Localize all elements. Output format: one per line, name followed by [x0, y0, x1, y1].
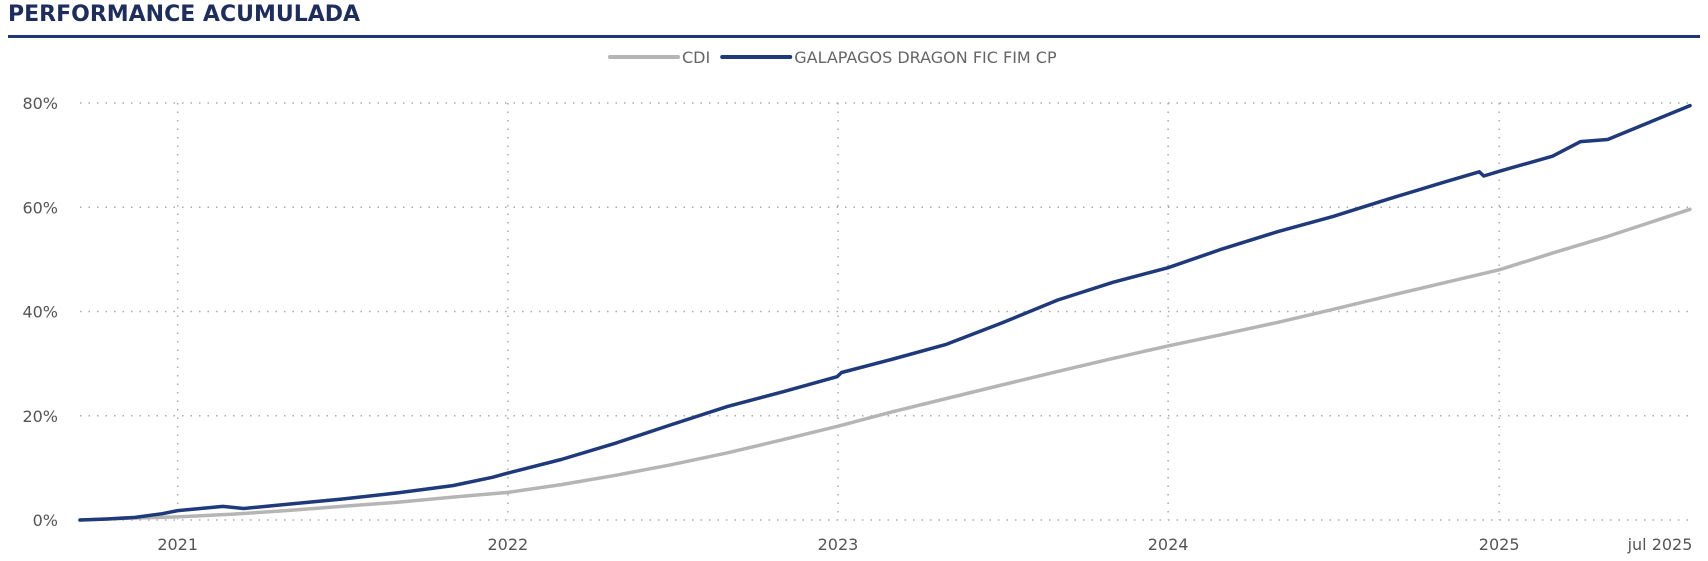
series-line-1: [78, 103, 1692, 522]
legend-label: CDI: [682, 48, 710, 67]
chart-title: PERFORMANCE ACUMULADA: [8, 2, 361, 27]
x-tick-label: 2023: [818, 535, 859, 554]
title-rule: [8, 35, 1700, 38]
legend-label: GALAPAGOS DRAGON FIC FIM CP: [794, 48, 1057, 67]
y-tick-label: 0%: [33, 511, 58, 530]
x-tick-label: 2021: [157, 535, 198, 554]
x-tick-label: jul 2025: [1627, 535, 1693, 554]
grid-lines: [80, 102, 1690, 521]
y-tick-label: 80%: [22, 94, 58, 113]
x-tick-label: 2025: [1479, 535, 1520, 554]
series-lines: [78, 103, 1692, 522]
y-tick-label: 20%: [22, 407, 58, 426]
legend: CDI GALAPAGOS DRAGON FIC FIM CP: [608, 48, 1057, 67]
y-tick-label: 40%: [22, 303, 58, 322]
x-tick-label: 2022: [487, 535, 528, 554]
y-axis-ticks: 0% 20% 40% 60% 80%: [22, 94, 58, 530]
x-tick-label: 2024: [1148, 535, 1189, 554]
x-axis-ticks: 2021 2022 2023 2024 2025 jul 2025: [157, 535, 1692, 554]
series-line-0: [78, 207, 1692, 522]
y-tick-label: 60%: [22, 198, 58, 217]
